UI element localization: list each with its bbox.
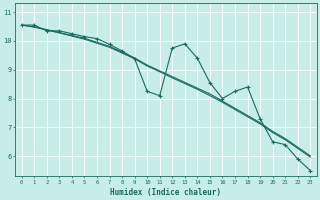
X-axis label: Humidex (Indice chaleur): Humidex (Indice chaleur) bbox=[110, 188, 221, 197]
